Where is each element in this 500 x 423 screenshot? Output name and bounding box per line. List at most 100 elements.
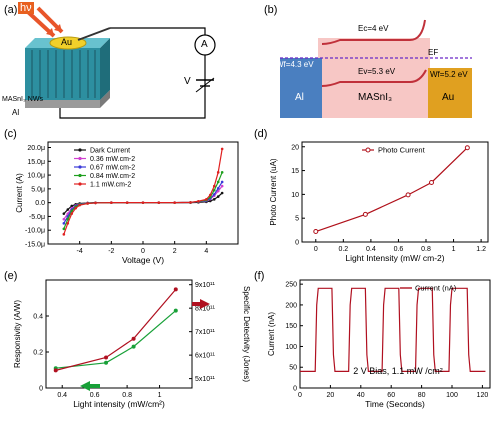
data-point xyxy=(313,229,319,235)
x-tick-label: 0.8 xyxy=(421,246,431,253)
x-tick-label: 40 xyxy=(357,392,365,399)
y-tick-label: 15 xyxy=(291,168,299,175)
y-tick-label: 15.0μ xyxy=(27,159,45,166)
y-tick-label: 50 xyxy=(289,365,297,372)
data-point xyxy=(66,208,70,211)
data-line xyxy=(55,289,177,371)
au-contact xyxy=(428,68,472,118)
y-tick-label: 10 xyxy=(291,192,299,199)
ammeter-label: A xyxy=(201,39,208,50)
panel-label: (f) xyxy=(254,270,265,282)
data-point xyxy=(53,368,58,373)
y-tick-label: 100 xyxy=(285,344,297,351)
data-line xyxy=(300,287,486,372)
electrode-label: Au xyxy=(61,37,73,47)
x-tick-label: 0.4 xyxy=(366,246,376,253)
legend-label: 0.36 mW.cm-2 xyxy=(90,156,135,163)
x-tick-label: 100 xyxy=(446,392,458,399)
y-tick-label: 0.4 xyxy=(33,314,43,321)
y2-tick-label: 9x10¹¹ xyxy=(195,282,216,289)
y-tick-label: -15.0μ xyxy=(25,242,45,249)
semiconductor-region xyxy=(318,38,430,118)
data-point xyxy=(70,204,74,208)
data-point xyxy=(157,201,161,204)
data-point xyxy=(464,145,470,151)
photocurrent-chart: 0 0.2 0.4 0.6 0.8 1 1.2 0 5 10 15 20 Light Intensity… xyxy=(269,141,489,263)
x-tick-label: 4 xyxy=(204,248,208,255)
conduction-band xyxy=(321,19,426,45)
y-tick-label: 0 xyxy=(293,386,297,393)
x-axis-label: Light intensity (mW/cm²) xyxy=(73,399,165,409)
legend-label: Dark Current xyxy=(90,148,130,155)
data-point xyxy=(197,199,200,203)
data-point xyxy=(173,201,176,204)
data-line xyxy=(63,148,223,235)
data-point xyxy=(208,193,212,197)
data-point xyxy=(62,217,66,221)
y-tick-label: 200 xyxy=(285,302,297,309)
data-point xyxy=(220,147,224,151)
data-point xyxy=(220,171,224,174)
annotation: 2 V Bias, 1.1 mW /cm² xyxy=(353,366,443,376)
band-diagram xyxy=(280,19,472,118)
x-axis-label: Time (Seconds) xyxy=(365,399,425,409)
data-point xyxy=(62,227,66,231)
x-tick-label: 0 xyxy=(141,248,145,255)
data-point xyxy=(62,222,66,225)
y-tick-label: 0.2 xyxy=(33,350,43,357)
y-axis-label: Responsivity (A/W) xyxy=(13,300,22,368)
y2-tick-label: 5x10¹¹ xyxy=(195,376,216,383)
data-point xyxy=(212,188,216,192)
data-line xyxy=(315,147,468,233)
plot-frame xyxy=(47,141,239,245)
x-tick-label: 0 xyxy=(298,392,302,399)
data-point xyxy=(62,212,66,215)
al-wf-label: Wf=4.3 eV xyxy=(276,60,314,69)
device-schematic xyxy=(25,6,216,119)
x-tick-label: 1 xyxy=(452,246,456,253)
data-point xyxy=(125,201,129,204)
panel-b: (b) Ec=4 eV EF Wf=4.3 eV Ev=5.3 eV Wf=5.… xyxy=(250,0,500,128)
x-tick-label: 1 xyxy=(158,392,162,399)
panel-f: (f) 0 20 40 60 80 100 120 0 50 100 150 200 250 Time (… xyxy=(250,268,500,418)
data-point xyxy=(131,336,136,341)
legend-marker xyxy=(365,147,371,153)
data-point xyxy=(216,187,220,190)
y-axis-label: Current (nA) xyxy=(267,312,276,356)
panel-c: (c) -4 -2 0 2 4 -15.0μ -10.0μ -5.0μ 0.0 5.0μ 10.0μ… xyxy=(0,128,250,268)
data-point xyxy=(220,180,224,184)
y-tick-label: 150 xyxy=(285,323,297,330)
data-point xyxy=(205,198,208,201)
au-label: Au xyxy=(442,92,455,103)
x-tick-label: -2 xyxy=(108,248,114,255)
switching-chart: 0 20 40 60 80 100 120 0 50 100 150 200 250 Time (Seco… xyxy=(267,279,491,409)
iv-chart: -4 -2 0 2 4 -15.0μ -10.0μ -5.0μ 0.0 5.0μ 10.0μ 15.0… xyxy=(15,141,239,265)
data-point xyxy=(216,189,220,193)
y-tick-label: 0 xyxy=(39,386,43,393)
plot-frame xyxy=(301,141,489,243)
y2-axis-label: Specific Detectivity (Jones) xyxy=(242,286,250,382)
x-tick-label: 2 xyxy=(173,248,177,255)
data-point xyxy=(216,180,220,184)
data-point xyxy=(104,360,109,365)
y2-tick-label: 7x10¹¹ xyxy=(195,329,216,336)
data-point xyxy=(62,233,66,236)
y-axis-label: Photo Current (uA) xyxy=(269,158,278,225)
legend-marker xyxy=(78,148,82,152)
x-tick-label: 0.2 xyxy=(338,246,348,253)
x-tick-label: 0.6 xyxy=(90,392,100,399)
x-tick-label: 120 xyxy=(477,392,489,399)
panel-a: (a) hν xyxy=(0,0,250,128)
data-point xyxy=(74,206,78,210)
x-tick-label: 60 xyxy=(387,392,395,399)
panel-e: (e) 0.4 0.6 0.8 1 0 0.2 0.4 Light intensity (mW… xyxy=(0,268,251,418)
y-tick-label: 250 xyxy=(285,282,297,289)
legend-marker xyxy=(78,182,82,186)
data-point xyxy=(220,184,224,188)
responsivity-chart: 0.4 0.6 0.8 1 0 0.2 0.4 Light intensity (mW/cm²… xyxy=(13,279,251,409)
plot-frame xyxy=(45,279,193,389)
x-tick-label: 20 xyxy=(327,392,335,399)
data-point xyxy=(429,179,435,185)
data-point xyxy=(94,201,97,205)
x-tick-label: 0.4 xyxy=(57,392,67,399)
